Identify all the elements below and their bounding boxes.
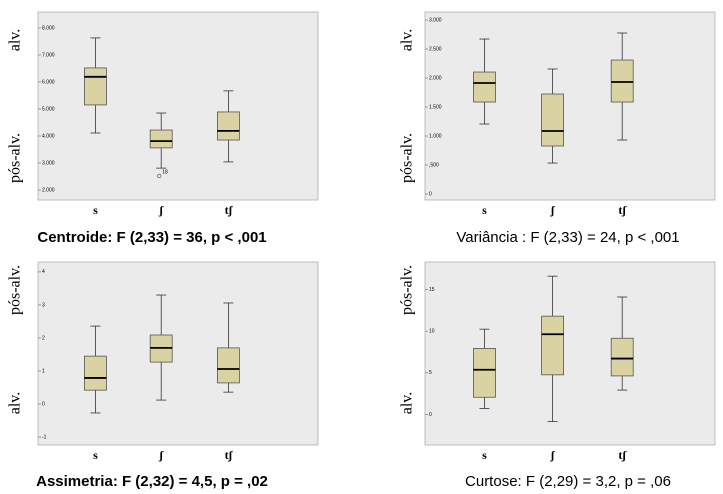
x-tick-label: s xyxy=(482,448,487,462)
y-tick-label: 15 xyxy=(429,287,435,293)
label-bottom: alv. xyxy=(7,392,24,415)
caption: Assimetria: F (2,32) = 4,5, p = ,02 xyxy=(36,473,268,490)
box xyxy=(473,348,496,398)
x-tick-label: ʃ xyxy=(158,448,164,462)
y-tick-label: 6.000 xyxy=(42,79,55,85)
x-tick-label: s xyxy=(482,203,487,217)
plot-area xyxy=(37,11,319,201)
box xyxy=(473,71,496,103)
box xyxy=(610,337,634,377)
y-tick-label: 2 xyxy=(42,335,45,341)
box xyxy=(84,67,107,106)
box xyxy=(216,347,240,384)
label-top: alv. xyxy=(399,29,416,52)
y-tick-label: 2.000 xyxy=(42,187,55,193)
x-tick-label: tʃ xyxy=(618,448,627,462)
plot-area xyxy=(37,261,319,446)
label-top: pós-alv. xyxy=(7,265,24,315)
y-tick-label: 3.000 xyxy=(42,160,55,166)
caption: Variância : F (2,33) = 24, p < ,001 xyxy=(456,229,679,246)
x-tick-label: ʃ xyxy=(550,448,556,462)
y-tick-label: 2.000 xyxy=(429,75,442,81)
label-bottom: pós-alv. xyxy=(7,133,24,183)
y-tick-label: 1.500 xyxy=(429,104,442,110)
x-tick-label: ʃ xyxy=(550,203,556,217)
y-tick-label: 0 xyxy=(42,401,45,407)
label-top: alv. xyxy=(7,29,24,52)
y-tick-label: 0 xyxy=(429,412,432,418)
box xyxy=(149,129,173,149)
y-tick-label: 3 xyxy=(42,302,45,308)
caption: Curtose: F (2,29) = 3,2, p = ,06 xyxy=(465,473,671,490)
box xyxy=(84,355,107,391)
y-tick-label: 0 xyxy=(429,191,432,197)
y-tick-label: -1 xyxy=(42,434,47,440)
label-top: pós-alv. xyxy=(399,265,416,315)
plot-area xyxy=(424,261,716,446)
label-bottom: alv. xyxy=(399,392,416,415)
y-tick-label: 2.500 xyxy=(429,46,442,52)
label-bottom: pós-alv. xyxy=(399,133,416,183)
y-tick-label: 8.000 xyxy=(42,25,55,31)
box xyxy=(541,93,564,147)
y-tick-label: ,500 xyxy=(429,162,439,168)
y-tick-label: 1 xyxy=(42,368,45,374)
plot-area xyxy=(424,11,716,201)
box xyxy=(610,59,634,103)
x-tick-label: tʃ xyxy=(225,203,234,217)
x-tick-label: tʃ xyxy=(618,203,627,217)
y-tick-label: 1.000 xyxy=(429,133,442,139)
box xyxy=(541,315,564,376)
x-tick-label: ʃ xyxy=(158,203,164,217)
y-tick-label: 3.000 xyxy=(429,17,442,23)
x-tick-label: s xyxy=(93,448,98,462)
outlier xyxy=(157,173,162,179)
y-tick-label: 4 xyxy=(42,269,45,275)
x-tick-label: tʃ xyxy=(225,448,234,462)
y-tick-label: 5 xyxy=(429,370,432,376)
caption: Centroide: F (2,33) = 36, p < ,001 xyxy=(37,229,266,246)
x-tick-label: s xyxy=(93,203,98,217)
outlier-label: 18 xyxy=(162,169,168,175)
box xyxy=(216,111,240,141)
y-tick-label: 5.000 xyxy=(42,106,55,112)
y-tick-label: 4.000 xyxy=(42,133,55,139)
y-tick-label: 10 xyxy=(429,328,435,334)
y-tick-label: 7.000 xyxy=(42,52,55,58)
